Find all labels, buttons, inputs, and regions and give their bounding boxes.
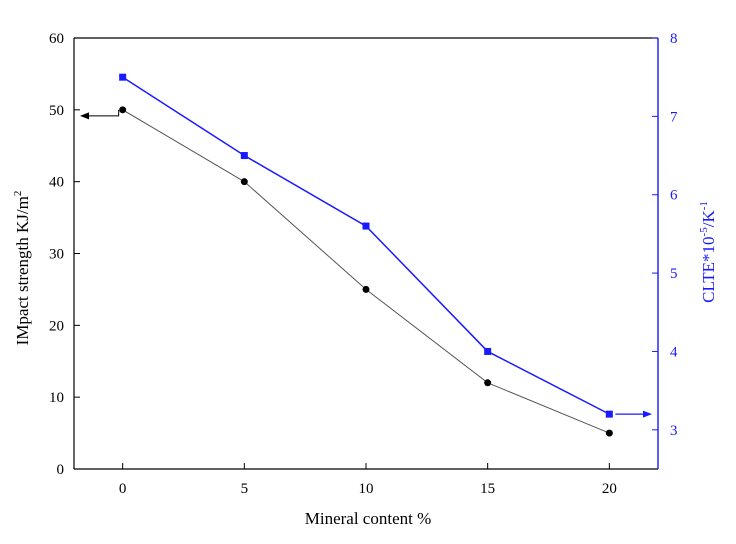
data-point-left [362,285,370,293]
right-y-tick-label: 3 [670,423,678,439]
left-axis-arrow-line [88,109,120,117]
data-point-left [119,106,127,114]
left-axis-title-main: IMpact strength KJ/m [13,196,32,345]
data-point-right [605,410,613,418]
left-y-tick-label: 60 [49,31,64,47]
right-axis-arrow-head [643,410,652,418]
x-tick-label: 0 [119,481,127,497]
data-point-right [362,222,370,230]
x-tick-label: 15 [480,481,495,497]
right-axis-title-main: CLTE*10 [699,236,718,302]
left-y-tick-label: 30 [49,247,64,263]
left-axis-title-sup: 2 [12,191,24,197]
right-y-tick-label: 7 [670,109,678,125]
right-axis-title-sup1: -5 [698,227,710,237]
left-axis-arrow-head [80,112,89,120]
x-tick-label: 10 [359,481,374,497]
data-point-right [119,73,127,81]
data-point-left [484,379,492,387]
right-y-tick-label: 8 [670,31,678,47]
right-y-tick-label: 4 [670,344,678,360]
left-y-tick-label: 40 [49,175,64,191]
data-point-left [605,429,613,437]
left-y-tick-label: 50 [49,103,64,119]
series-line-left [122,109,610,434]
left-axis-title: IMpact strength KJ/m2 [12,191,32,346]
right-y-tick-label: 6 [670,188,678,204]
right-axis-title-sup2: -1 [698,201,710,210]
series-group [119,73,613,437]
x-axis-title: Mineral content % [305,509,432,528]
x-tick-label: 20 [602,481,617,497]
left-y-tick-label: 20 [49,318,64,334]
x-tick-label: 5 [241,481,249,497]
axis-arrows [80,109,652,418]
left-y-tick-label: 0 [57,462,65,478]
right-axis-title-mid: /K [699,210,718,228]
right-y-tick-label: 5 [670,266,678,282]
ticks: 0 5 10 15 20 0 10 20 30 40 50 60 3 4 5 6 7 8 [49,31,678,497]
data-point-right [484,347,492,355]
series-line-right [122,76,610,415]
left-y-tick-label: 10 [49,390,64,406]
right-axis-title: CLTE*10-5/K-1 [698,201,718,303]
data-point-left [240,178,248,186]
data-point-right [240,152,248,160]
